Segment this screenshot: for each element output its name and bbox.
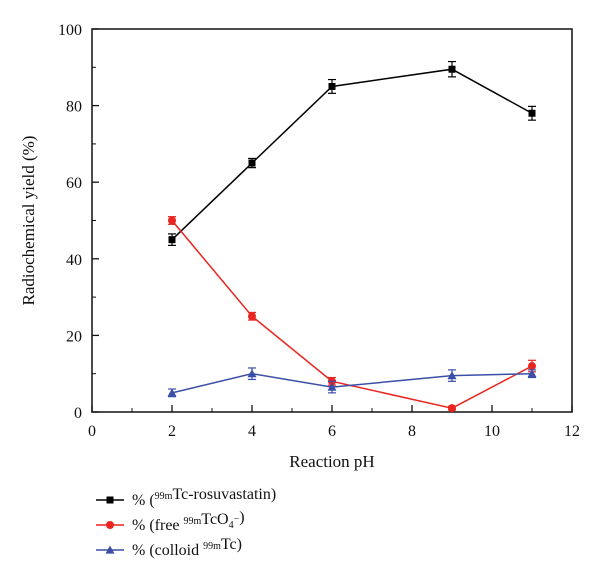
legend-label: % (free 99mTcO4−) [132,509,245,534]
x-tick-label: 6 [328,423,336,440]
legend-label: % (colloid 99mTc) [132,536,242,559]
series-layer [167,60,537,413]
data-point [327,382,337,391]
x-tick-label: 8 [408,423,416,440]
legend-item-2: % (colloid 99mTc) [96,536,242,559]
data-point [328,82,336,90]
x-tick-label: 10 [484,423,500,440]
y-tick-label: 40 [66,252,82,269]
x-tick-label: 0 [88,423,96,440]
data-point [448,404,456,413]
x-tick-label: 12 [564,423,580,440]
y-tick-label: 60 [66,175,82,192]
series-line [171,68,533,241]
data-point [168,216,176,225]
x-tick-label: 4 [248,423,256,440]
data-point [248,312,256,321]
legend-swatch-marker [106,496,114,504]
y-tick-label: 0 [74,405,82,422]
series-line [171,372,533,394]
data-point [247,369,257,378]
x-tick-label: 2 [168,423,176,440]
series-2 [167,367,537,398]
legend-item-0: % (99mTc-rosuvastatin) [96,486,276,509]
legend-swatch-marker [106,521,114,529]
data-point [248,159,256,167]
series-1 [168,216,536,413]
axis-ticks: 0 2 4 6 8 10 12 0 20 40 60 80 100 [58,22,580,440]
data-point [528,109,536,117]
x-axis-title: Reaction pH [289,452,374,471]
legend-swatch-marker [105,545,115,554]
data-point [448,65,456,73]
y-tick-label: 20 [66,328,82,345]
data-point [528,362,536,371]
y-tick-label: 100 [58,22,82,39]
data-point [447,371,457,380]
legend-item-1: % (free 99mTcO4−) [96,509,245,534]
y-axis-title: Radiochemical yield (%) [19,136,38,306]
data-point [168,236,176,244]
legend: % (99mTc-rosuvastatin)% (free 99mTcO4−)%… [96,486,276,559]
y-tick-label: 80 [66,99,82,116]
series-0 [168,60,536,246]
data-point [167,388,177,397]
legend-label: % (99mTc-rosuvastatin) [132,486,276,509]
data-point [527,369,537,378]
